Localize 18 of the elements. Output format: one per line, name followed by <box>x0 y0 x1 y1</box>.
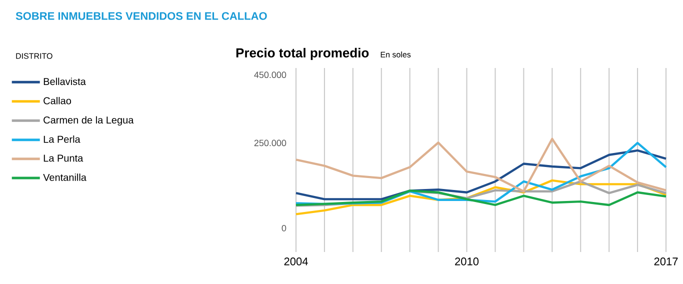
line-series <box>294 190 668 206</box>
chart-subtitle: Precio total promedio <box>236 48 369 60</box>
y-tick-label: 250.000 <box>254 140 286 146</box>
text: En soles <box>380 52 411 58</box>
legend-label: La Perla <box>44 135 80 143</box>
x-tick-label: 2010 <box>455 258 479 266</box>
legend-label: Bellavista <box>44 78 86 86</box>
y-tick-label: 0 <box>282 224 286 232</box>
x-tick-label: 2004 <box>284 258 308 266</box>
line-series <box>294 138 668 192</box>
legend-label: La Punta <box>44 154 84 162</box>
legend-label: Carmen de la Legua <box>44 116 134 126</box>
text: SOBRE INMUEBLES VENDIDOS EN EL CALLAO <box>16 12 267 20</box>
legend-label: Callao <box>44 96 72 104</box>
legend-label: Ventanilla <box>43 174 86 181</box>
x-tick-label: 2017 <box>654 258 678 266</box>
y-tick-label: 450.000 <box>254 72 286 78</box>
legend-title: DISTRITO <box>16 53 52 59</box>
